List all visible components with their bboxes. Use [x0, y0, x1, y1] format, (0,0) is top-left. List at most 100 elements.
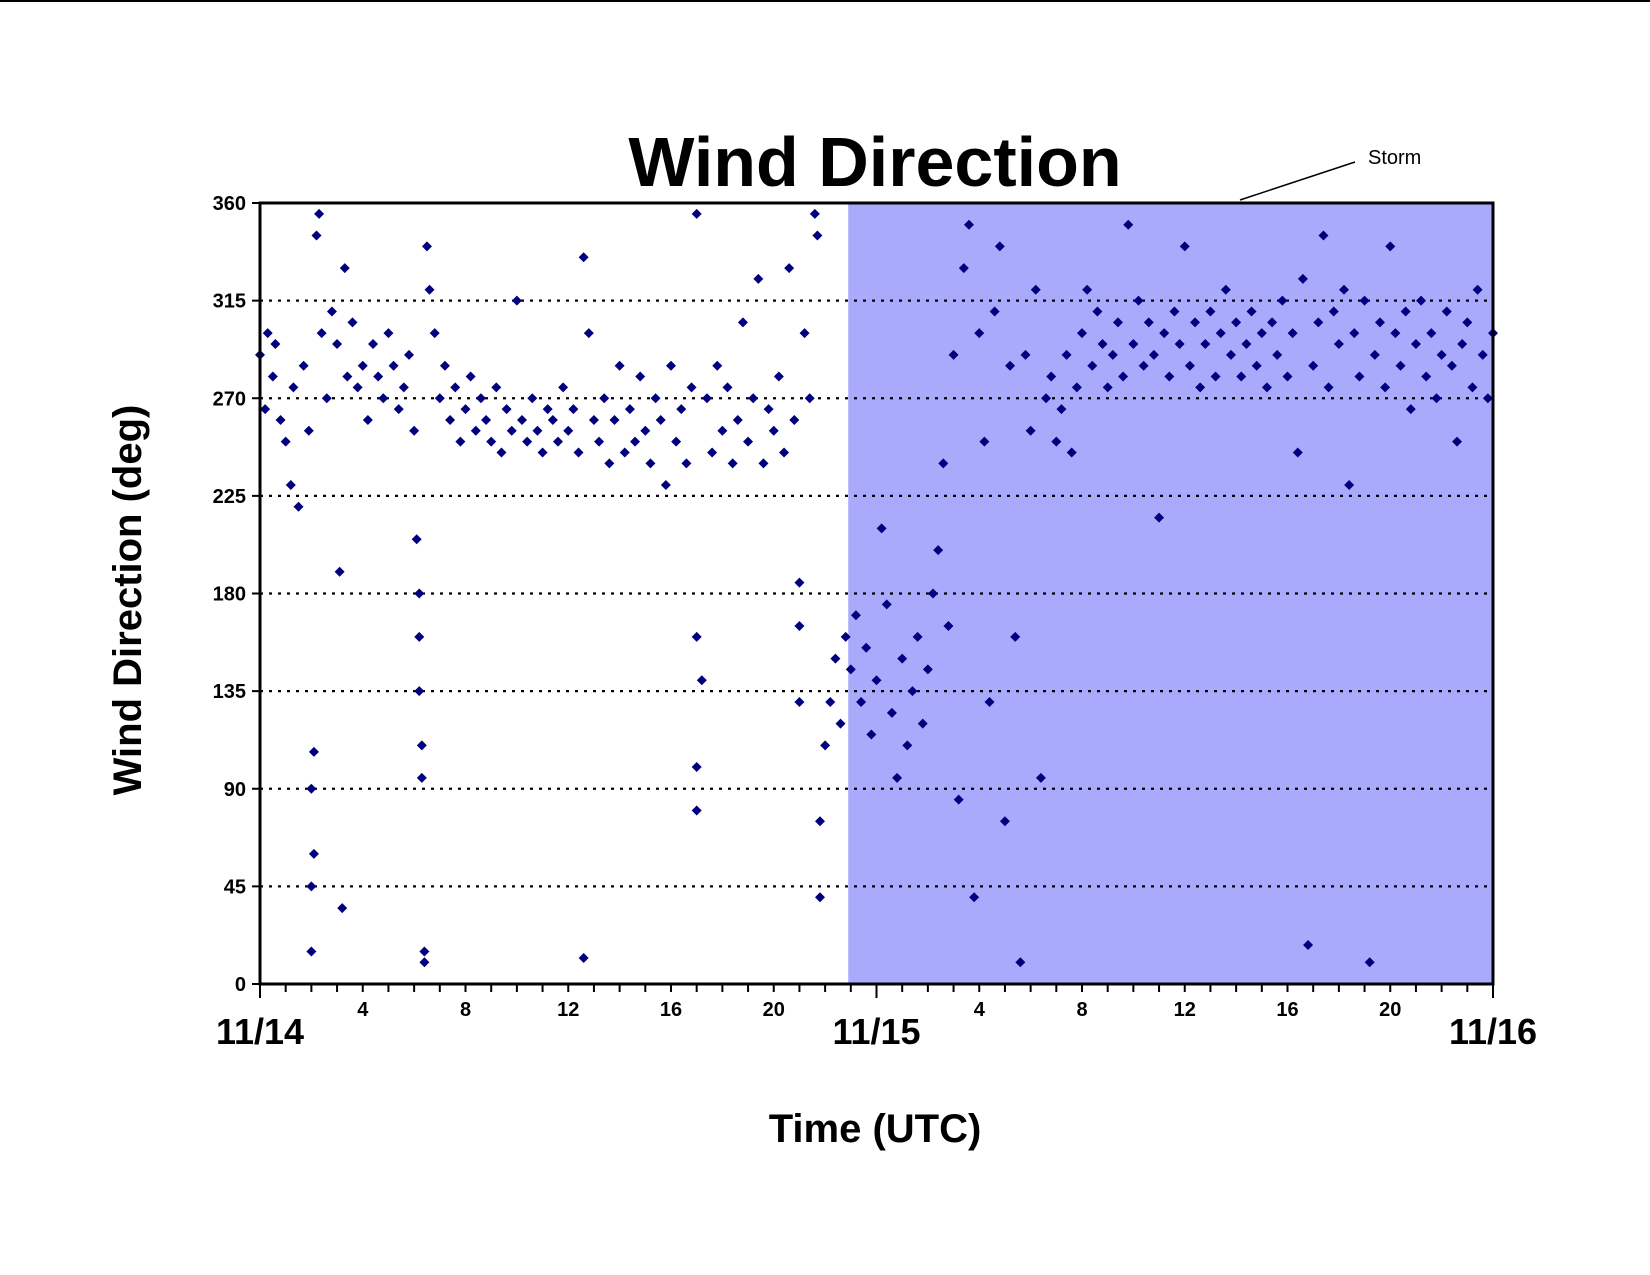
data-point — [288, 382, 299, 393]
data-point — [1426, 328, 1437, 339]
data-point — [660, 480, 671, 491]
data-point — [552, 436, 563, 447]
data-point — [619, 447, 630, 458]
data-point — [414, 588, 425, 599]
data-point — [1128, 339, 1139, 350]
data-point — [414, 686, 425, 697]
data-point — [650, 393, 661, 404]
data-point — [645, 458, 656, 469]
data-point — [691, 762, 702, 773]
data-point — [334, 566, 345, 577]
x-axis-label: Time (UTC) — [769, 1107, 982, 1151]
data-point — [768, 425, 779, 436]
data-point — [362, 414, 373, 425]
data-point — [1292, 447, 1303, 458]
data-point — [1133, 295, 1144, 306]
data-point — [1225, 349, 1236, 360]
data-point — [1205, 306, 1216, 317]
data-point — [686, 382, 697, 393]
x-tick-label: 8 — [1076, 999, 1087, 1021]
data-point — [306, 881, 317, 892]
data-point — [1092, 306, 1103, 317]
data-point — [789, 414, 800, 425]
data-point — [717, 425, 728, 436]
data-point — [1015, 957, 1026, 968]
data-point — [897, 653, 908, 664]
chart-title: Wind Direction — [628, 123, 1121, 201]
data-point — [1349, 328, 1360, 339]
data-point — [974, 328, 985, 339]
data-point — [583, 328, 594, 339]
data-point — [434, 393, 445, 404]
data-point — [1061, 349, 1072, 360]
data-point — [321, 393, 332, 404]
data-point — [1369, 349, 1380, 360]
data-point — [1087, 360, 1098, 371]
data-point — [1020, 349, 1031, 360]
data-point — [958, 263, 969, 274]
data-point — [1431, 393, 1442, 404]
x-tick-label: 12 — [1174, 999, 1196, 1021]
data-point — [339, 263, 350, 274]
data-point — [1143, 317, 1154, 328]
data-point — [753, 273, 764, 284]
data-point — [969, 892, 980, 903]
y-tick-label: 360 — [213, 193, 246, 215]
data-point — [393, 404, 404, 415]
data-point — [522, 436, 533, 447]
data-point — [1246, 306, 1257, 317]
data-point — [1446, 360, 1457, 371]
data-point — [416, 740, 427, 751]
data-point — [1030, 284, 1041, 295]
x-tick-label: 16 — [660, 999, 682, 1021]
data-point — [794, 696, 805, 707]
x-tick-label: 4 — [974, 999, 986, 1021]
data-point — [1123, 219, 1134, 230]
data-point — [1374, 317, 1385, 328]
data-point — [1364, 957, 1375, 968]
data-point — [866, 729, 877, 740]
data-point — [1308, 360, 1319, 371]
data-point — [912, 631, 923, 642]
data-point — [1195, 382, 1206, 393]
data-point — [701, 393, 712, 404]
data-point — [943, 621, 954, 632]
data-point — [666, 360, 676, 371]
data-point — [373, 371, 384, 382]
x-tick-label: 20 — [763, 999, 785, 1021]
data-point — [1282, 371, 1293, 382]
data-point — [1344, 480, 1355, 491]
data-point — [1313, 317, 1324, 328]
data-point — [1066, 447, 1077, 458]
data-point — [861, 642, 872, 653]
data-point — [1046, 371, 1057, 382]
data-point — [1380, 382, 1391, 393]
data-point — [928, 588, 939, 599]
data-point — [311, 230, 322, 241]
y-axis-label: Wind Direction (deg) — [106, 405, 150, 796]
data-point — [357, 360, 368, 371]
data-point — [1118, 371, 1129, 382]
data-point — [1236, 371, 1247, 382]
data-point — [1148, 349, 1159, 360]
data-point — [262, 328, 273, 339]
data-point — [814, 816, 825, 827]
data-point — [1179, 241, 1190, 252]
data-point — [378, 393, 389, 404]
data-point — [614, 360, 625, 371]
data-point — [308, 746, 319, 757]
data-point — [691, 631, 702, 642]
data-point — [501, 404, 512, 415]
data-point — [1395, 360, 1406, 371]
data-point — [830, 653, 841, 664]
storm-annotation-label: Storm — [1368, 147, 1421, 169]
data-point — [398, 382, 409, 393]
data-point — [886, 707, 897, 718]
data-point — [1025, 425, 1036, 436]
data-point — [979, 436, 990, 447]
data-point — [814, 892, 825, 903]
data-point — [794, 621, 805, 632]
data-point — [306, 783, 317, 794]
data-point — [280, 436, 291, 447]
data-point — [1272, 349, 1283, 360]
